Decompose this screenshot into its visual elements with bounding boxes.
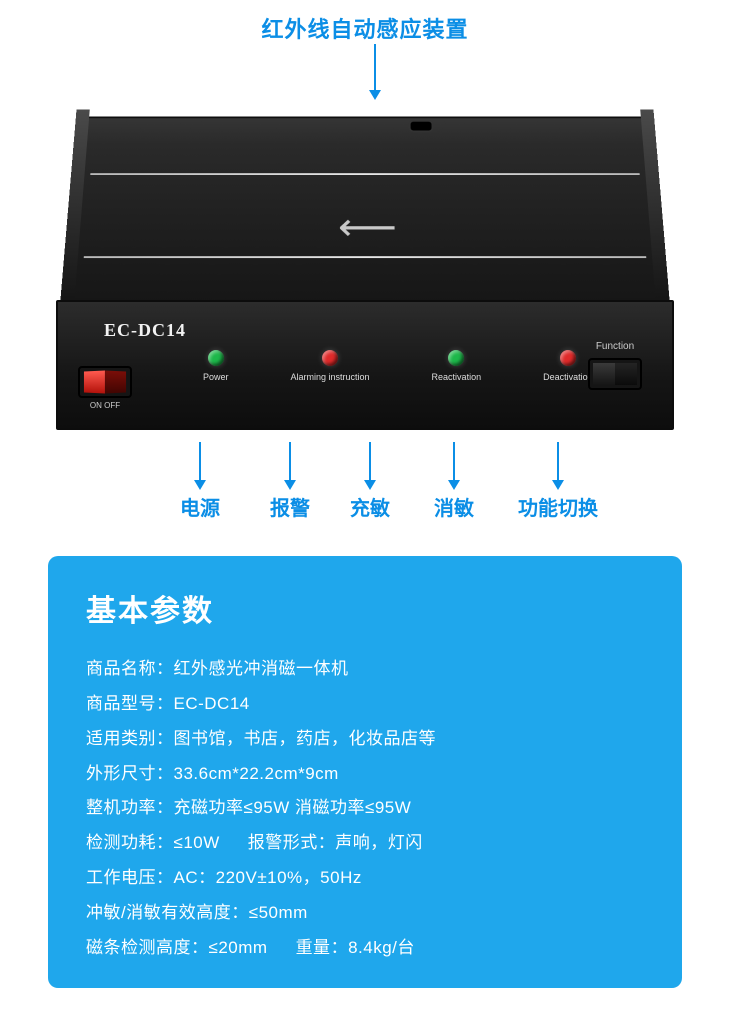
spec-row: 外形尺寸33.6cm*22.2cm*9cm	[86, 757, 644, 792]
spec-row: 整机功率充磁功率≤95W 消磁功率≤95W	[86, 791, 644, 826]
switch-caption: Function	[596, 341, 634, 352]
spec-key: 重量	[296, 938, 349, 957]
spec-key: 适用类别	[86, 729, 174, 748]
spec-rows: 商品名称红外感光冲消磁一体机商品型号EC-DC14适用类别图书馆，书店，药店，化…	[86, 652, 644, 966]
function-rocker-switch[interactable]: Function	[588, 358, 642, 390]
spec-key: 报警形式	[248, 833, 336, 852]
spec-key: 商品型号	[86, 694, 174, 713]
led-reactivation: Reactivation	[432, 350, 482, 382]
spec-row: 适用类别图书馆，书店，药店，化妆品店等	[86, 722, 644, 757]
tray-groove	[84, 256, 647, 258]
callout-reactivation: 充敏	[350, 438, 390, 521]
switch-caption: ON OFF	[90, 401, 120, 410]
spec-card: 基本参数 商品名称红外感光冲消磁一体机商品型号EC-DC14适用类别图书馆，书店…	[48, 556, 682, 988]
callout-label: 消敏	[434, 492, 474, 521]
callout-label: 充敏	[350, 492, 390, 521]
tray-groove	[90, 173, 639, 175]
callout-label: 报警	[270, 492, 310, 521]
spec-row: 商品名称红外感光冲消磁一体机	[86, 652, 644, 687]
spec-row: 工作电压AC：220V±10%，50Hz	[86, 861, 644, 896]
panel-callout-row: 电源 报警 充敏 消敏 功能切换	[0, 438, 730, 508]
device-front-panel: EC-DC14 ON OFF Power Alarming instructio…	[56, 300, 674, 430]
callout-power: 电源	[180, 438, 220, 521]
feed-direction-arrow: ⟵	[338, 204, 392, 250]
spec-key: 外形尺寸	[86, 764, 174, 783]
callout-function-switch: 功能切换	[518, 438, 598, 521]
led-alarm: Alarming instruction	[291, 350, 370, 382]
spec-key: 整机功率	[86, 798, 174, 817]
led-caption: Reactivation	[432, 372, 482, 382]
callout-deactivation: 消敏	[434, 438, 474, 521]
spec-key: 冲敏/消敏有效高度	[86, 903, 249, 922]
led-caption: Power	[203, 372, 229, 382]
callout-label: 电源	[180, 492, 220, 521]
led-power: Power	[203, 350, 229, 382]
spec-value: ≤10W	[174, 833, 220, 852]
led-dot	[560, 350, 576, 366]
spec-value: 红外感光冲消磁一体机	[174, 659, 349, 678]
spec-value: 8.4kg/台	[348, 938, 415, 957]
spec-row: 磁条检测高度≤20mm 重量8.4kg/台	[86, 931, 644, 966]
spec-value: 声响，灯闪	[335, 833, 423, 852]
ir-sensor-dot	[411, 122, 432, 131]
spec-key: 工作电压	[86, 868, 174, 887]
device-illustration: ⟵ EC-DC14 ON OFF Power Alarming instruct…	[60, 100, 670, 430]
arrow-down-icon	[445, 438, 463, 490]
spec-value: AC：220V±10%，50Hz	[174, 868, 362, 887]
spec-title: 基本参数	[86, 586, 644, 630]
arrow-down-icon	[191, 438, 209, 490]
spec-value: 图书馆，书店，药店，化妆品店等	[174, 729, 437, 748]
led-caption: Alarming instruction	[291, 372, 370, 382]
led-dot	[448, 350, 464, 366]
arrow-down-icon	[281, 438, 299, 490]
spec-row: 商品型号EC-DC14	[86, 687, 644, 722]
spec-key: 商品名称	[86, 659, 174, 678]
spec-key: 检测功耗	[86, 833, 174, 852]
spec-key: 磁条检测高度	[86, 938, 209, 957]
led-indicator-row: Power Alarming instruction Reactivation …	[203, 350, 593, 382]
spec-value: 充磁功率≤95W 消磁功率≤95W	[174, 798, 412, 817]
device-tray: ⟵	[60, 116, 670, 305]
spec-value: EC-DC14	[174, 694, 250, 713]
spec-value: ≤20mm	[209, 938, 268, 957]
spec-row: 检测功耗≤10W 报警形式声响，灯闪	[86, 826, 644, 861]
power-rocker-switch[interactable]: ON OFF	[78, 366, 132, 398]
led-deactivation: Deactivation	[543, 350, 593, 382]
spec-value: 33.6cm*22.2cm*9cm	[174, 764, 339, 783]
callout-label: 功能切换	[518, 492, 598, 521]
led-caption: Deactivation	[543, 372, 593, 382]
callout-alarm: 报警	[270, 438, 310, 521]
arrow-down-icon	[361, 438, 379, 490]
sensor-annotation-label: 红外线自动感应装置	[261, 12, 468, 44]
spec-row: 冲敏/消敏有效高度≤50mm	[86, 896, 644, 931]
led-dot	[208, 350, 224, 366]
device-model-label: EC-DC14	[104, 320, 186, 341]
spec-value: ≤50mm	[249, 903, 308, 922]
sensor-annotation-arrow	[365, 42, 385, 105]
arrow-down-icon	[549, 438, 567, 490]
led-dot	[322, 350, 338, 366]
